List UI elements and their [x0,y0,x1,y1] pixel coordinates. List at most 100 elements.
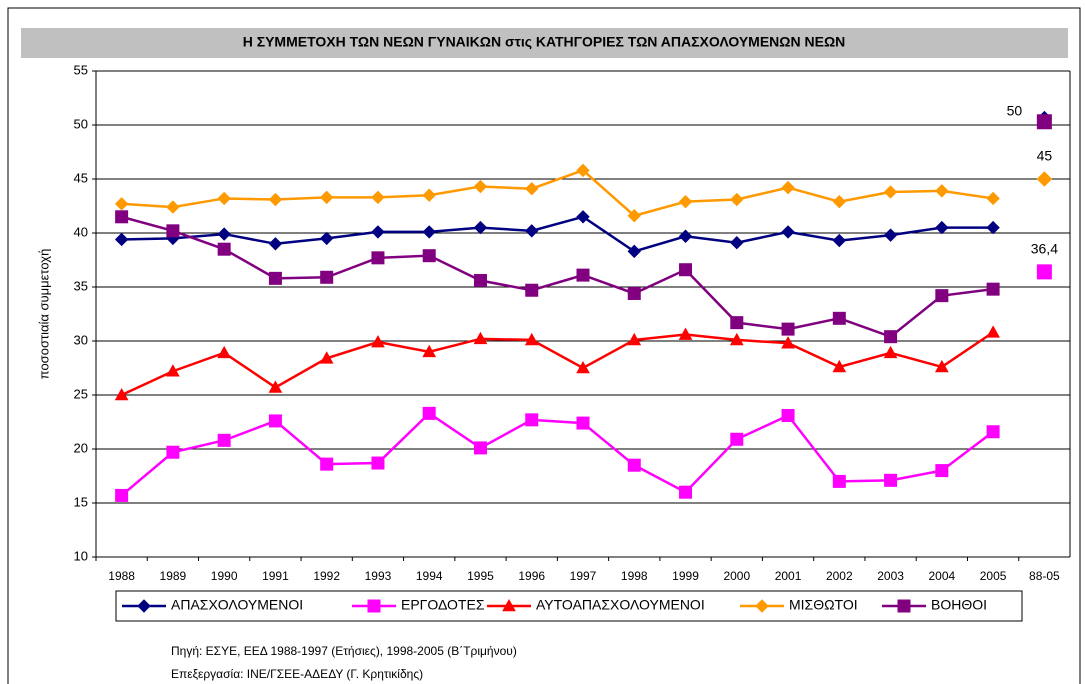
x-tick-label: 1992 [313,569,340,583]
x-tick-label: 1999 [672,569,699,583]
x-tick-label: 1991 [262,569,289,583]
legend-label: ΒΟΗΘΟΙ [931,597,987,613]
x-tick-label: 88-05 [1029,569,1060,583]
x-tick-label: 1995 [467,569,494,583]
marker [367,599,381,613]
marker [1036,171,1053,187]
marker [525,413,539,427]
marker [114,232,129,247]
marker [217,433,231,447]
marker [371,456,385,470]
title-band [21,28,1068,58]
marker [781,409,795,423]
marker [679,263,693,277]
y-tick-label: 50 [74,116,88,131]
legend-label: ΜΙΣΘΩΤΟΙ [789,597,858,613]
marker [319,190,334,205]
marker [422,406,436,420]
marker [166,445,180,459]
marker [781,225,795,239]
marker [576,416,590,430]
series-line [121,215,994,253]
marker [627,332,642,346]
marker [166,224,180,238]
marker [884,473,898,487]
marker [473,220,488,235]
marker [217,191,231,206]
series-line [121,168,994,218]
marker [883,185,898,199]
y-tick-label: 55 [74,62,88,77]
marker [986,191,1000,206]
marker [729,332,744,346]
marker [371,251,385,265]
y-tick-label: 35 [74,278,88,293]
x-tick-label: 1993 [365,569,392,583]
x-tick-label: 2004 [928,569,955,583]
marker [781,180,795,195]
marker [935,184,949,198]
chart-title: Η ΣΥΜΜΕΤΟΧΗ ΤΩΝ ΝΕΩΝ ΓΥΝΑΙΚΩΝ στις ΚΑΤΗΓ… [243,34,846,50]
marker [371,225,385,239]
y-tick-label: 25 [74,386,88,401]
series-line [121,331,994,397]
marker [935,464,949,478]
marker [883,228,898,242]
marker [934,359,949,373]
marker [268,271,282,285]
x-tick-label: 1997 [570,569,597,583]
marker [422,249,436,263]
marker [832,359,847,373]
y-axis-label: ποσοστιαία συμμετοχή [36,249,51,380]
x-tick-label: 1989 [160,569,187,583]
marker [627,286,641,300]
marker [320,457,334,471]
marker [730,192,744,207]
x-tick-label: 2002 [826,569,853,583]
marker [319,351,334,364]
y-tick-label: 10 [74,548,88,563]
marker [730,432,744,446]
marker [832,194,847,209]
marker [935,220,949,235]
marker [371,335,385,348]
marker [730,316,744,330]
marker [268,192,283,207]
marker [137,599,151,613]
legend-box [115,590,1023,622]
marker [524,332,539,346]
marker [166,200,180,214]
marker [319,231,334,246]
marker [678,229,693,243]
y-tick-label: 15 [74,494,88,509]
marker [114,387,129,401]
marker [576,210,590,224]
marker [678,327,693,340]
x-tick-label: 2000 [723,569,750,583]
marker [986,425,1000,439]
marker [627,458,641,472]
marker [422,188,436,202]
marker [730,236,744,250]
data-label: 36,4 [1031,241,1058,257]
marker [755,599,769,613]
marker [268,414,282,428]
x-tick-label: 1988 [108,569,135,583]
marker [897,599,911,613]
marker [422,225,436,239]
legend-label: ΑΥΤΟΑΠΑΣΧΟΛΟΥΜΕΝΟΙ [536,597,705,613]
marker [525,182,539,196]
x-tick-label: 1990 [211,569,238,583]
marker [422,344,437,358]
marker [371,190,385,205]
marker [781,336,795,349]
marker [986,282,1000,296]
y-tick-label: 40 [74,224,88,239]
marker [217,227,231,241]
marker [166,364,180,377]
marker [576,268,590,282]
marker [268,380,283,393]
y-tick-label: 45 [74,170,88,185]
marker [832,311,846,325]
marker [217,242,231,256]
